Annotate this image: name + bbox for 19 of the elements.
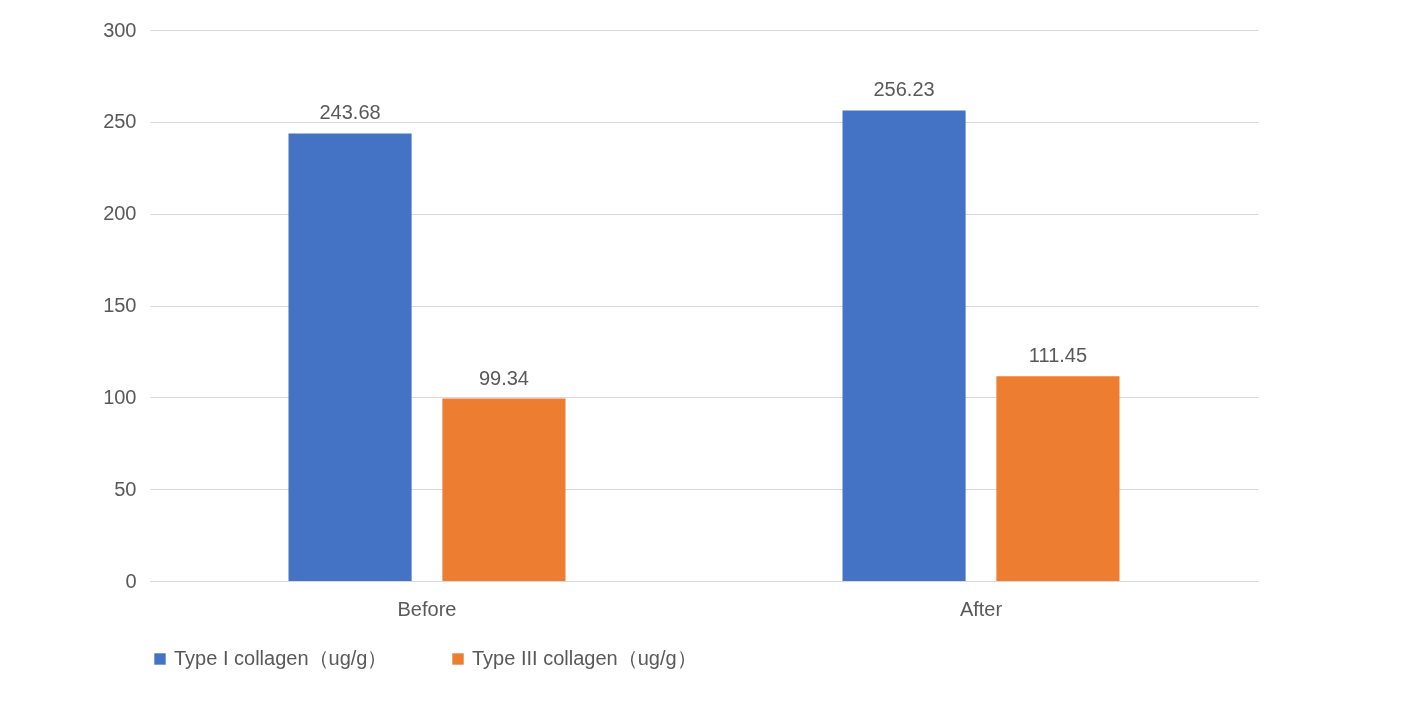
y-tick-label: 200 (103, 202, 137, 225)
data-label: 111.45 (1028, 344, 1088, 367)
y-tick-label: 250 (103, 110, 137, 133)
bar (996, 376, 1120, 581)
legend-label: Type I collagen（ug/g） (174, 647, 388, 669)
data-label: 99.34 (478, 366, 529, 389)
data-label: 256.23 (873, 78, 935, 101)
bar (288, 133, 412, 581)
y-tick-label: 0 (125, 569, 137, 592)
x-tick-label: Before (397, 597, 457, 620)
y-tick-label: 300 (103, 18, 137, 41)
y-tick-label: 150 (103, 294, 137, 316)
y-tick-label: 50 (114, 477, 137, 500)
data-label: 243.68 (319, 101, 381, 124)
y-tick-label: 100 (103, 385, 137, 408)
legend-label: Type III collagen（ug/g） (472, 647, 697, 669)
bar (442, 398, 566, 581)
bar (842, 110, 966, 581)
x-tick-label: After (959, 597, 1003, 620)
